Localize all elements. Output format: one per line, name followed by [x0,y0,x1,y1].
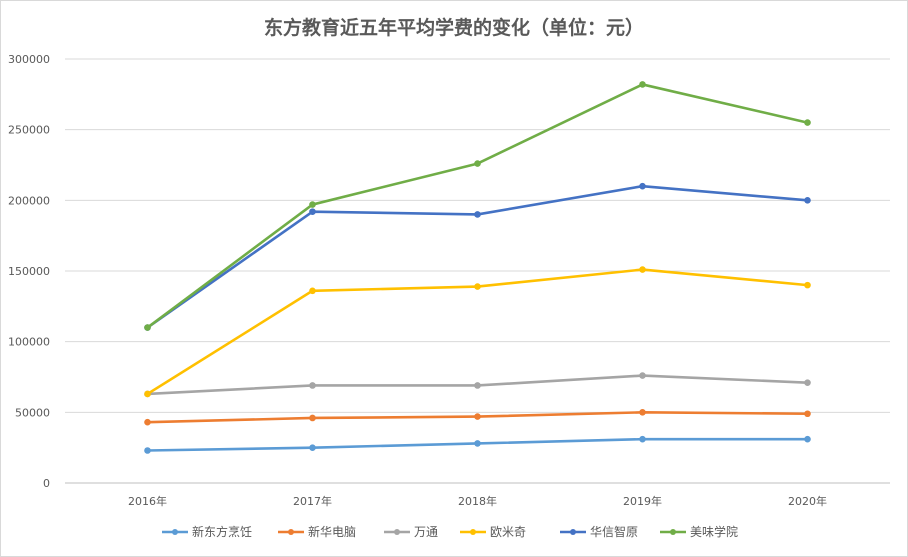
data-point [144,324,151,331]
series-5 [144,81,811,331]
y-tick-label: 0 [43,477,50,490]
data-point [474,211,481,218]
y-tick-label: 150000 [8,265,50,278]
data-point [639,372,646,379]
data-point [639,435,646,443]
data-point [309,287,316,295]
data-point [144,390,151,398]
data-point [804,410,811,418]
y-tick-label: 100000 [8,336,50,349]
series-2 [144,372,811,398]
data-point [639,266,646,273]
x-tick-label: 2016年 [128,494,167,508]
legend-item: 万通 [384,525,438,539]
legend-marker-icon [172,529,178,535]
data-point [309,444,316,451]
series-0 [144,435,811,454]
data-point [639,81,646,88]
legend-marker-icon [288,529,294,535]
y-tick-label: 300000 [8,53,50,66]
y-tick-label: 50000 [15,406,50,419]
legend-label: 美味学院 [690,524,738,539]
data-point [309,201,316,208]
x-tick-label: 2019年 [623,494,662,508]
y-tick-label: 250000 [8,124,50,137]
legend-label: 新东方烹饪 [192,524,252,539]
legend-label: 新华电脑 [308,524,356,539]
data-point [309,208,316,215]
data-point [804,281,811,289]
legend-label: 欧米奇 [490,525,526,539]
data-point [474,382,481,389]
data-point [474,440,481,447]
legend-marker-icon [394,529,400,535]
series-line [146,184,808,329]
data-point [474,160,481,167]
data-point [474,283,481,290]
data-point [639,182,646,190]
x-tick-label: 2020年 [788,494,827,508]
legend-label: 万通 [414,525,438,539]
legend-item: 华信智原 [560,524,638,539]
legend-item: 美味学院 [660,524,738,539]
legend-marker-icon [570,529,576,535]
legend-item: 欧米奇 [460,525,526,539]
y-tick-label: 200000 [8,194,50,207]
data-point [639,409,646,416]
data-point [804,197,811,204]
data-point [804,435,811,443]
legend-marker-icon [670,529,676,535]
x-tick-label: 2018年 [458,494,497,508]
data-point [474,413,481,420]
legend-marker-icon [470,529,476,535]
x-tick-label: 2017年 [293,494,332,508]
series-1 [144,409,811,426]
data-point [804,119,811,126]
data-point [309,414,316,422]
data-point [144,447,151,454]
legend-item: 新东方烹饪 [162,524,252,539]
data-point [144,418,151,426]
chart-title: 东方教育近五年平均学费的变化（单位：元） [264,16,644,39]
data-point [804,379,811,386]
data-point [309,382,316,389]
legend-item: 新华电脑 [278,524,356,539]
series-3 [144,266,811,398]
legend-label: 华信智原 [590,524,638,539]
series-line [146,83,808,329]
